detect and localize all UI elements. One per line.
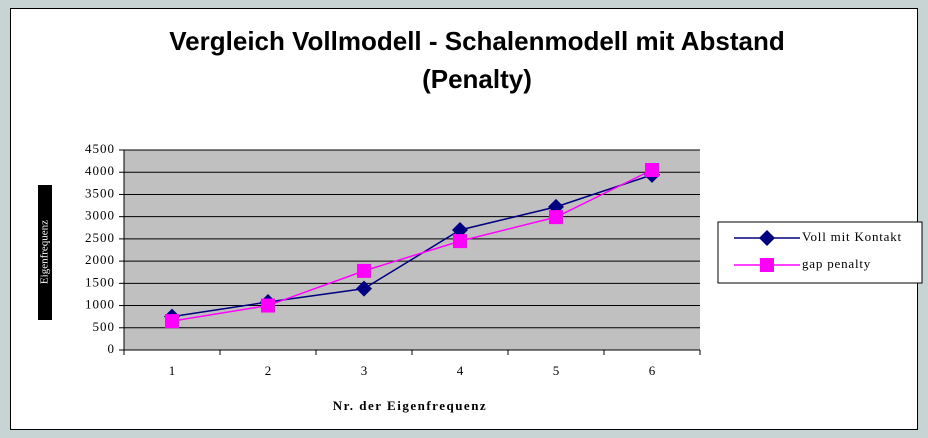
y-tick-label: 500 <box>93 319 116 334</box>
marker <box>549 210 563 225</box>
x-axis-label: Nr. der Eigenfrequenz <box>333 398 487 413</box>
y-tick-label: 2500 <box>85 230 115 245</box>
x-tick-label: 1 <box>169 363 176 378</box>
marker <box>356 280 372 297</box>
y-tick-label: 3500 <box>85 185 115 200</box>
y-tick-label: 0 <box>108 341 116 356</box>
legend <box>717 221 923 284</box>
y-tick-label: 4000 <box>85 163 115 178</box>
series-line <box>171 174 653 318</box>
marker <box>645 163 659 177</box>
series-line <box>171 169 653 322</box>
y-tick-label: 2000 <box>85 252 115 267</box>
chart-title: Vergleich Vollmodell - Schalenmodell mit… <box>169 26 785 94</box>
y-tick-label: 1000 <box>85 297 115 312</box>
legend-marker <box>760 258 774 272</box>
y-tick-label: 4500 <box>85 141 115 156</box>
x-tick-label: 3 <box>361 363 368 378</box>
legend-label: Voll mit Kontakt <box>802 229 902 244</box>
x-tick-label: 2 <box>265 363 272 378</box>
y-tick-label: 3000 <box>85 208 115 223</box>
marker <box>452 222 468 238</box>
legend-label: gap penalty <box>802 256 871 271</box>
x-tick-label: 6 <box>649 363 656 378</box>
x-tick-label: 4 <box>457 363 464 378</box>
y-tick-label: 1500 <box>85 274 115 289</box>
legend-marker <box>759 230 775 246</box>
marker <box>357 263 371 278</box>
y-axis-label: Eigenfrequenz <box>39 220 51 284</box>
plot-area <box>124 150 700 350</box>
marker <box>165 314 179 329</box>
y-label-bg <box>38 185 52 320</box>
x-tick-label: 5 <box>553 363 560 378</box>
marker <box>453 234 467 249</box>
marker <box>261 298 275 313</box>
